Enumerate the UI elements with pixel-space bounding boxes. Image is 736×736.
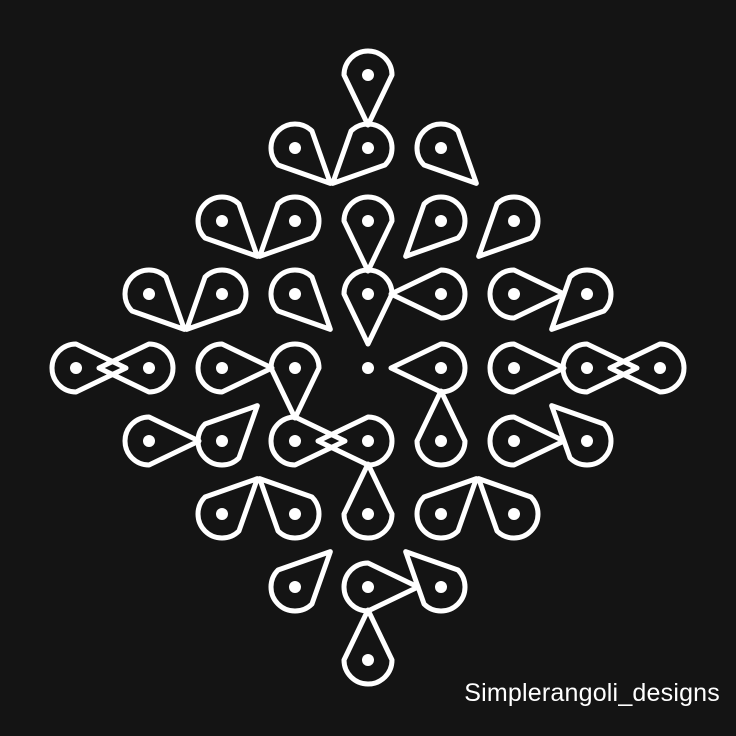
kolam-dot: [508, 508, 520, 520]
kolam-dot: [216, 435, 228, 447]
kolam-dot: [143, 435, 155, 447]
kolam-dot: [435, 288, 447, 300]
kolam-dot: [362, 288, 374, 300]
kolam-loop: [403, 194, 468, 259]
kolam-dot: [581, 435, 593, 447]
kolam-loop: [476, 194, 541, 259]
kolam-dot: [435, 435, 447, 447]
kolam-loop: [403, 549, 468, 614]
kolam-loop: [549, 267, 614, 332]
kolam-loop: [257, 476, 322, 541]
kolam-loop: [315, 414, 395, 468]
kolam-dot: [435, 362, 447, 374]
kolam-loop: [388, 267, 468, 321]
kolam-loop: [341, 48, 395, 128]
kolam-loop: [414, 388, 468, 468]
kolam-loop: [268, 414, 348, 468]
kolam-dot: [362, 508, 374, 520]
kolam-dot: [435, 215, 447, 227]
kolam-dot: [289, 435, 301, 447]
kolam-loop: [414, 476, 479, 541]
kolam-loop: [341, 267, 395, 347]
kolam-dot: [289, 581, 301, 593]
kolam-loop: [330, 121, 395, 186]
kolam-loop: [49, 341, 129, 395]
kolam-dot: [435, 581, 447, 593]
kolam-dot: [362, 581, 374, 593]
kolam-dot: [508, 288, 520, 300]
kolam-loop: [341, 560, 421, 614]
kolam-dot: [508, 362, 520, 374]
kolam-dot: [435, 142, 447, 154]
kolam-loop: [549, 403, 614, 468]
kolam-loop: [341, 461, 395, 541]
kolam-dot: [508, 435, 520, 447]
kolam-dot: [362, 654, 374, 666]
kolam-loop: [388, 341, 468, 395]
kolam-loop: [487, 341, 567, 395]
kolam-dot: [289, 508, 301, 520]
kolam-loop: [476, 476, 541, 541]
kolam-loop: [195, 341, 275, 395]
kolam-loop: [122, 267, 187, 332]
watermark-text: Simplerangoli_designs: [464, 679, 720, 707]
kolam-dot: [654, 362, 666, 374]
kolam-loop: [487, 414, 567, 468]
kolam-loop: [122, 414, 202, 468]
kolam-dot: [362, 215, 374, 227]
kolam-loop: [414, 121, 479, 186]
kolam-dot: [216, 215, 228, 227]
kolam-loop: [195, 194, 260, 259]
kolam-dot: [289, 362, 301, 374]
kolam-dot: [508, 215, 520, 227]
kolam-loop: [560, 341, 640, 395]
kolam-dot: [216, 508, 228, 520]
kolam-dot: [143, 362, 155, 374]
kolam-loop: [487, 267, 567, 321]
kolam-loop: [268, 267, 333, 332]
kolam-dot: [435, 508, 447, 520]
kolam-loop: [257, 194, 322, 259]
kolam-loop: [195, 476, 260, 541]
kolam-dot: [362, 362, 374, 374]
kolam-loop: [184, 267, 249, 332]
kolam-loop: [96, 341, 176, 395]
kolam-loop: [341, 607, 395, 687]
kolam-dot: [289, 215, 301, 227]
kolam-dot: [289, 142, 301, 154]
kolam-loop: [268, 121, 333, 186]
kolam-loop: [268, 549, 333, 614]
kolam-dot: [362, 435, 374, 447]
kolam-dot: [216, 288, 228, 300]
kolam-dot: [289, 288, 301, 300]
kolam-dot: [70, 362, 82, 374]
kolam-dots: [70, 69, 666, 666]
kolam-loop: [341, 194, 395, 274]
kolam-loop: [607, 341, 687, 395]
kolam-dot: [362, 69, 374, 81]
kolam-dot: [581, 362, 593, 374]
kolam-dot: [581, 288, 593, 300]
kolam-loop: [195, 403, 260, 468]
kolam-dot: [143, 288, 155, 300]
kolam-loops: [49, 48, 687, 687]
kolam-loop: [268, 341, 322, 421]
kolam-dot: [362, 142, 374, 154]
kolam-dot: [216, 362, 228, 374]
